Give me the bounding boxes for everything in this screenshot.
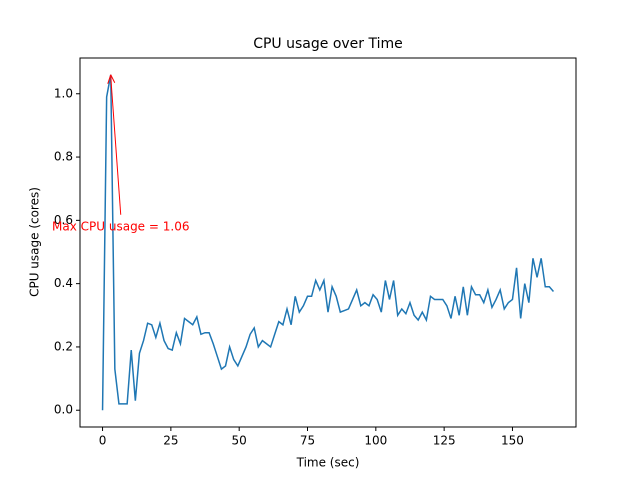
x-tick-label: 50 [232,434,247,448]
data-line [101,74,555,411]
chart-title: CPU usage over Time [253,36,403,52]
y-tick-label: 1.0 [54,86,73,100]
x-tick-label: 150 [501,434,524,448]
annotation: Max CPU usage = 1.06 [52,219,189,233]
plot-frame [79,57,577,428]
x-tick-label: 125 [433,434,456,448]
annotation-arrow [110,76,122,215]
x-tick-label: 100 [364,434,387,448]
y-tick-label: 0.6 [54,213,73,227]
y-axis-label: CPU usage (cores) [28,187,42,297]
x-tick-label: 75 [300,434,315,448]
y-tick-label: 0.0 [54,403,73,417]
annotation-arrowhead [107,74,116,84]
x-tick-label: 25 [163,434,178,448]
y-tick-label: 0.8 [54,150,73,164]
x-tick-label: 0 [99,434,107,448]
y-tick-label: 0.2 [54,339,73,353]
x-axis-label: Time (sec) [296,456,360,470]
y-tick-label: 0.4 [54,276,73,290]
